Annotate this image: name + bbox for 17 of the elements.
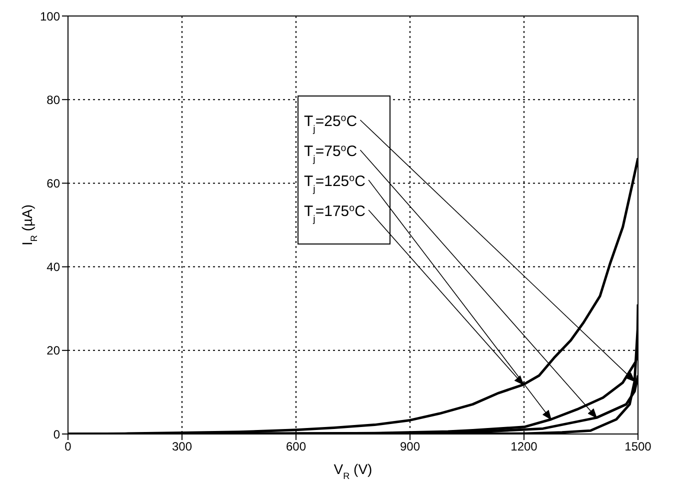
- x-tick-label: 300: [172, 440, 192, 454]
- x-tick-label: 600: [286, 440, 306, 454]
- y-tick-label: 100: [40, 9, 60, 24]
- x-axis-title: V$_{R}$ (V): [334, 461, 372, 481]
- y-tick-label: 40: [46, 260, 60, 274]
- annotation: T$_{j}$=175$^{o}$C: [304, 202, 366, 224]
- x-tick-label: 0: [64, 440, 72, 454]
- x-tick-label: 1200: [510, 440, 538, 454]
- y-tick-label: 60: [46, 176, 60, 190]
- y-tick-label: 20: [46, 344, 60, 358]
- x-tick-label: 1500: [624, 440, 652, 454]
- x-tick-label: 900: [400, 440, 420, 454]
- annotation: T$_{j}$=25$^{o}$C: [304, 112, 358, 134]
- annotation: T$_{j}$=75$^{o}$C: [304, 142, 358, 164]
- y-tick-label: 80: [46, 92, 60, 107]
- annotation: T$_{j}$=125$^{o}$C: [304, 172, 366, 194]
- y-tick-label: 0: [53, 427, 60, 442]
